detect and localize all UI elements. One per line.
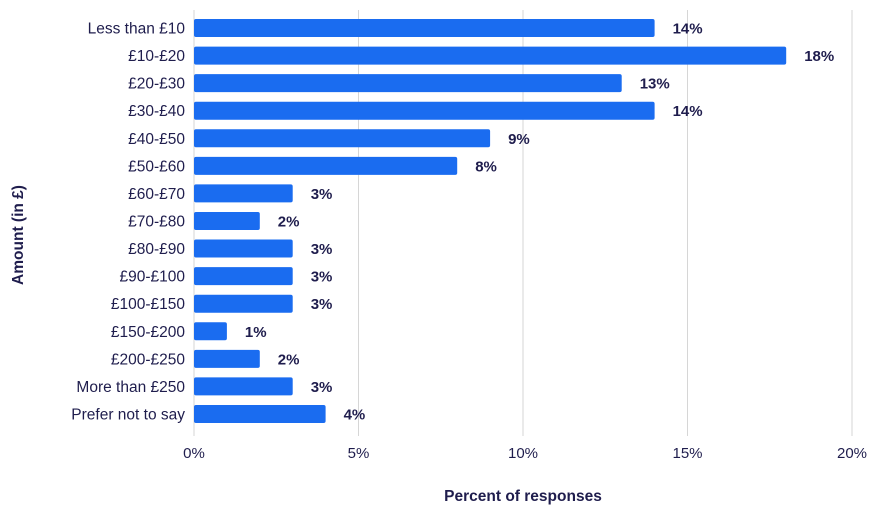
category-label: £20-£30 <box>128 76 185 93</box>
category-label: £60-£70 <box>128 186 185 203</box>
bar <box>194 267 293 286</box>
data-label: 9% <box>508 131 530 148</box>
bar <box>194 129 491 148</box>
x-tick-label: 0% <box>183 445 205 462</box>
data-label: 3% <box>311 379 333 396</box>
data-label: 2% <box>278 213 300 230</box>
bar <box>194 322 227 341</box>
category-label: £30-£40 <box>128 103 185 120</box>
category-label: £70-£80 <box>128 213 185 230</box>
data-label: 1% <box>245 324 267 341</box>
category-label: £80-£90 <box>128 241 185 258</box>
x-tick-label: 20% <box>837 445 867 462</box>
data-label: 3% <box>311 269 333 286</box>
bar <box>194 101 655 120</box>
bar <box>194 46 787 65</box>
data-label: 13% <box>640 76 670 93</box>
bar <box>194 211 260 230</box>
category-label: £90-£100 <box>119 269 185 286</box>
data-labels: 14%18%13%14%9%8%3%2%3%3%3%1%2%3%4% <box>245 21 834 424</box>
x-tick-label: 10% <box>508 445 538 462</box>
category-label: £10-£20 <box>128 48 185 65</box>
y-axis-title: Amount (in £) <box>10 185 27 285</box>
category-label: £200-£250 <box>111 351 186 368</box>
x-tick-label: 5% <box>348 445 370 462</box>
data-label: 3% <box>311 296 333 313</box>
data-label: 14% <box>673 21 703 38</box>
bar <box>194 294 293 313</box>
x-axis-title: Percent of responses <box>444 488 602 505</box>
category-label: £40-£50 <box>128 131 185 148</box>
category-label: £150-£200 <box>111 324 186 341</box>
bar <box>194 377 293 396</box>
x-tick-label: 15% <box>672 445 702 462</box>
category-label: More than £250 <box>76 379 185 396</box>
data-label: 4% <box>344 406 366 423</box>
bar <box>194 156 458 175</box>
data-label: 8% <box>475 158 497 175</box>
bars <box>194 19 787 423</box>
data-label: 3% <box>311 241 333 258</box>
bar <box>194 74 622 93</box>
bar <box>194 404 326 423</box>
data-label: 3% <box>311 186 333 203</box>
bar <box>194 239 293 258</box>
data-label: 14% <box>673 103 703 120</box>
data-label: 18% <box>804 48 834 65</box>
bar <box>194 349 260 368</box>
category-label: £50-£60 <box>128 158 185 175</box>
category-label: Less than £10 <box>88 21 186 38</box>
category-label: £100-£150 <box>111 296 186 313</box>
x-tick-labels: 0% 5% 10% 15% 20% <box>183 445 867 462</box>
bar <box>194 184 293 203</box>
category-label: Prefer not to say <box>71 406 185 423</box>
data-label: 2% <box>278 351 300 368</box>
category-labels: Less than £10 £10-£20 £20-£30 £30-£40 £40-£5… <box>71 21 185 424</box>
bar <box>194 19 655 37</box>
